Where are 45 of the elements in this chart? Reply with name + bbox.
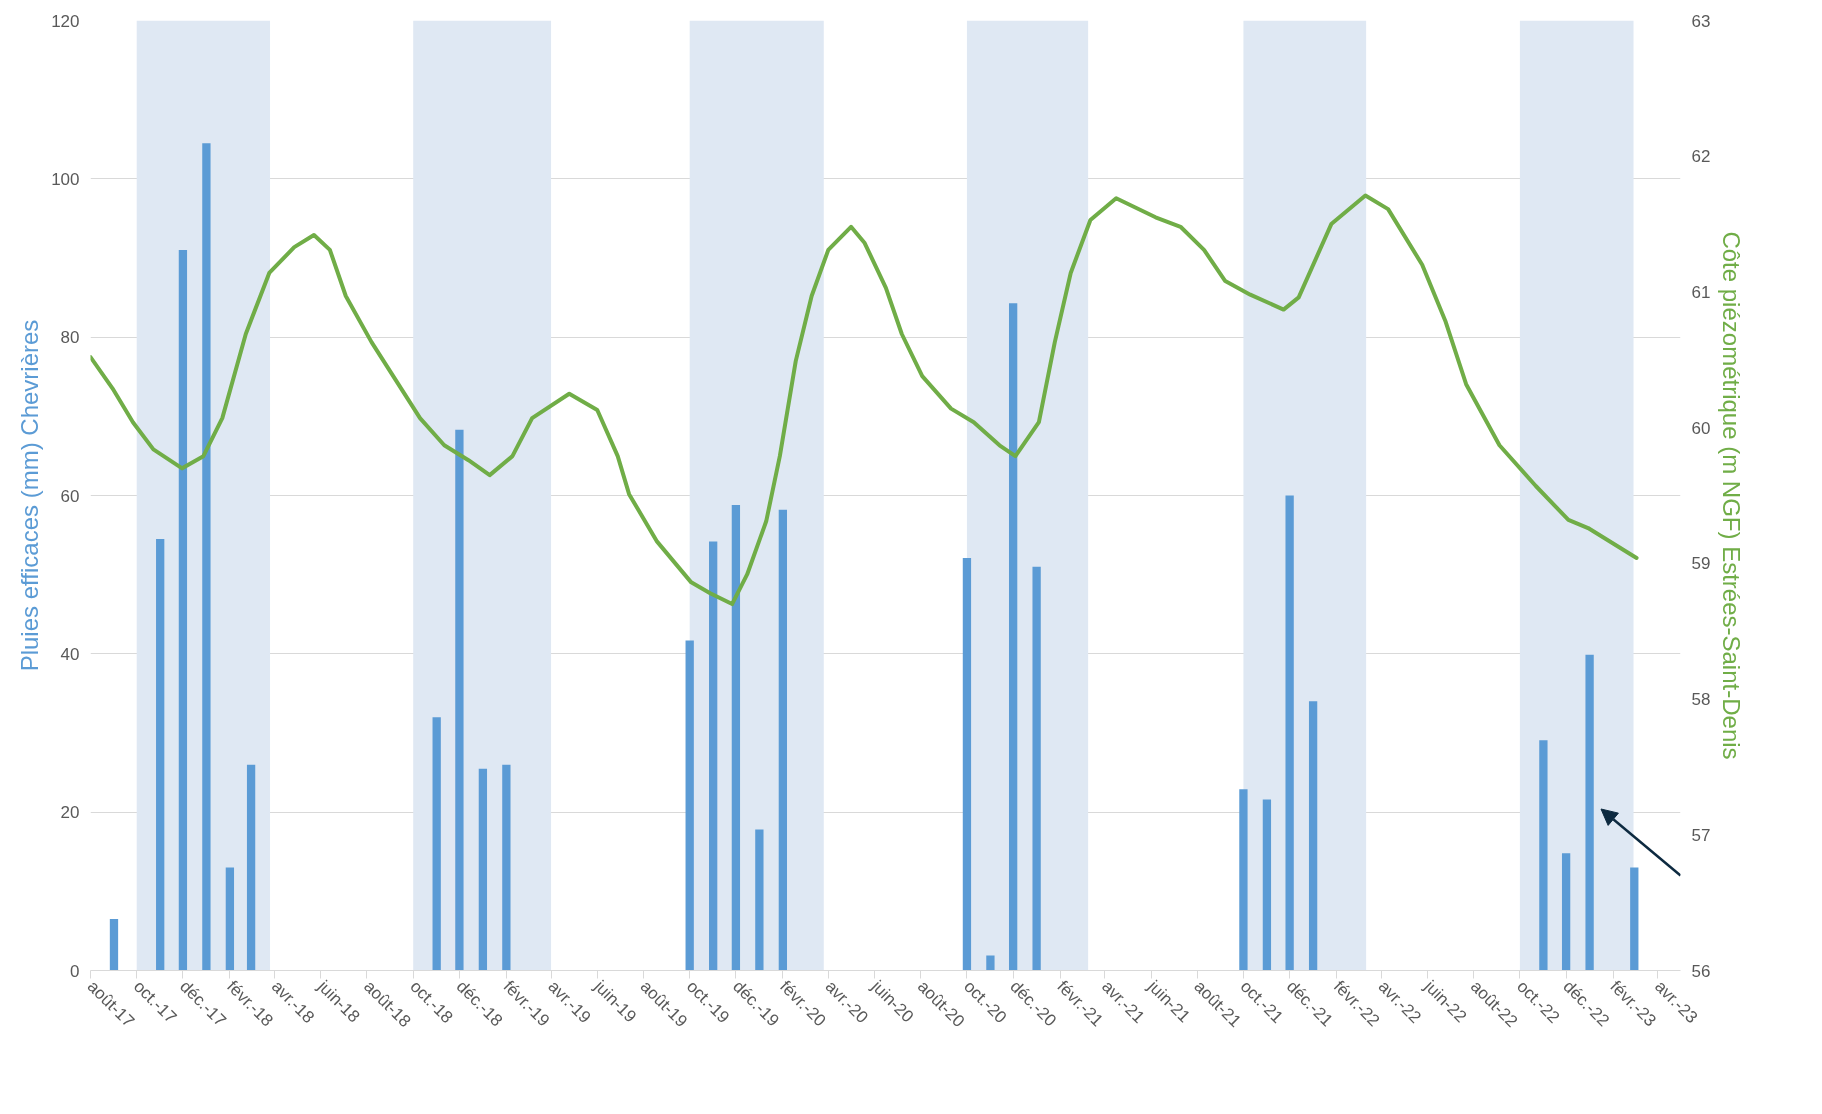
bar [1630,867,1639,971]
bar [1262,799,1272,971]
bar [1308,701,1318,971]
bar [432,717,441,971]
y2-tick-label: 61 [1691,282,1711,302]
y2-tick-label: 59 [1691,554,1711,574]
y2-tick-label: 60 [1691,418,1711,438]
bar [1585,654,1594,971]
y-tick-label: 80 [60,328,80,348]
bar [731,505,741,971]
bar [755,829,764,971]
bar [962,558,972,971]
y2-tick-label: 63 [1691,11,1711,31]
bar [225,867,235,971]
bar [986,955,995,971]
y-tick-label: 0 [70,961,80,981]
y-tick-label: 40 [60,644,80,664]
bar [1285,495,1294,971]
bar [178,250,188,971]
bar [1008,303,1018,971]
y-axis-title: Pluies efficaces (mm) Chevrières [16,319,44,672]
bar [502,764,511,971]
bar [1032,566,1041,971]
bar [1539,740,1548,971]
bar [1239,789,1248,971]
y-tick-label: 60 [60,486,80,506]
bar [685,640,694,971]
bar [246,764,256,971]
y-tick-label: 20 [60,803,80,823]
y2-tick-label: 57 [1691,825,1711,845]
bar [156,539,165,971]
bar [455,429,464,971]
bar [109,919,119,971]
bar [778,509,788,971]
y-tick-label: 100 [51,169,80,189]
y2-axis-title: Côte piézométrique (m NGF) Estrées-Saint-Denis [1718,231,1746,760]
bar [1561,853,1571,971]
y-tick-label: 120 [51,11,80,31]
bar [478,768,488,971]
bar [709,541,718,971]
bar [202,143,211,971]
y2-tick-label: 56 [1691,961,1711,981]
y2-tick-label: 62 [1691,147,1711,167]
y2-tick-label: 58 [1691,690,1711,710]
line-series [90,193,1639,607]
